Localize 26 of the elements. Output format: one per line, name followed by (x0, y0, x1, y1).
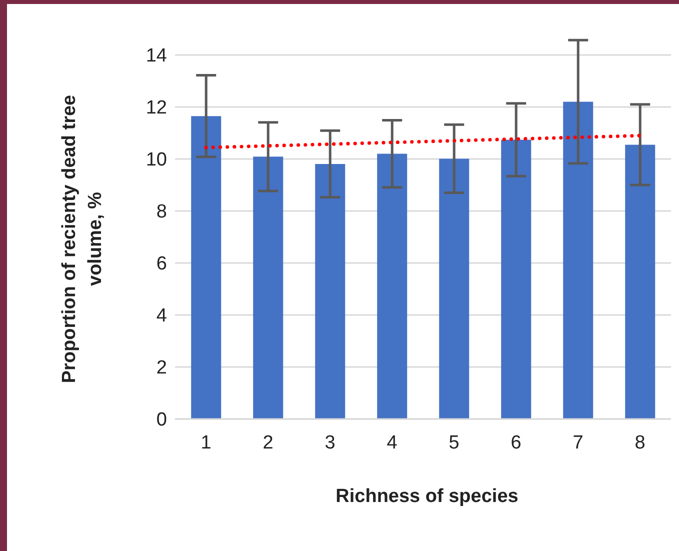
y-axis-title: Proportion of recienty dead tree volume, % (58, 94, 107, 386)
x-tick-label: 2 (262, 432, 274, 454)
x-tick-label: 1 (200, 432, 212, 454)
x-tick-label: 3 (324, 432, 336, 454)
bar (253, 156, 284, 419)
bar (439, 158, 470, 419)
x-tick-label: 5 (448, 432, 460, 454)
x-tick-label: 6 (510, 432, 522, 454)
y-tick-label: 8 (156, 202, 167, 223)
y-tick-label: 0 (156, 410, 167, 431)
y-tick-label: 4 (156, 306, 168, 327)
x-tick-label: 4 (386, 432, 398, 454)
x-tick-label: 8 (634, 432, 646, 454)
bar (625, 144, 656, 419)
bar (315, 164, 346, 419)
x-tick-label: 7 (572, 432, 584, 454)
bar (563, 102, 594, 419)
y-tick-label: 2 (156, 358, 167, 379)
bar (501, 140, 532, 419)
y-tick-label: 12 (146, 98, 167, 119)
y-tick-label: 14 (146, 46, 168, 67)
bar (377, 154, 408, 419)
y-tick-label: 6 (156, 254, 167, 275)
x-axis-title: Richness of species (334, 486, 520, 508)
bar (191, 116, 222, 419)
y-tick-label: 10 (146, 150, 167, 171)
